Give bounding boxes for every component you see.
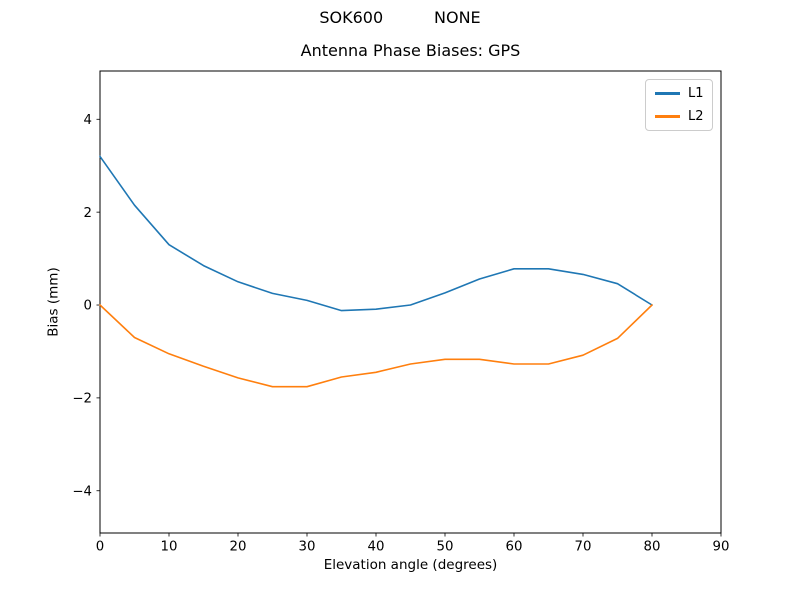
x-tick-label: 0 — [96, 540, 104, 555]
x-tick-label: 30 — [299, 540, 316, 555]
legend-label-l1: L1 — [688, 86, 704, 101]
y-tick-label: 2 — [84, 206, 92, 221]
x-axis-label: Elevation angle (degrees) — [323, 557, 498, 573]
series-line-l1 — [99, 155, 653, 312]
legend-entry-l1: L1 — [655, 86, 704, 102]
x-tick-label: 50 — [437, 540, 454, 555]
y-axis-label-text: Bias (mm) — [46, 267, 63, 337]
x-tick-label: 90 — [713, 540, 730, 555]
x-tick-label: 10 — [161, 540, 178, 555]
legend-line-swatch-l2 — [655, 114, 680, 118]
legend: L1 L2 — [645, 79, 713, 132]
x-tick-label: 60 — [506, 540, 523, 555]
x-tick-label: 20 — [230, 540, 247, 555]
y-tick-label: −2 — [72, 391, 92, 406]
x-tick-label: 70 — [575, 540, 592, 555]
y-tick-label: 4 — [84, 113, 92, 128]
legend-line-swatch-l1 — [655, 92, 680, 96]
x-tick-label: 40 — [368, 540, 385, 555]
y-tick-label: 0 — [84, 299, 92, 314]
x-tick-label: 80 — [644, 540, 661, 555]
y-tick-label: −4 — [72, 484, 92, 499]
legend-label-l2: L2 — [688, 108, 704, 124]
axes-frame — [99, 70, 722, 534]
legend-entry-l2: L2 — [655, 109, 704, 125]
figure-suptitle: SOK600 NONE — [319, 8, 481, 27]
axes-title: Antenna Phase Biases: GPS — [300, 41, 521, 60]
series-line-l2 — [99, 304, 653, 388]
